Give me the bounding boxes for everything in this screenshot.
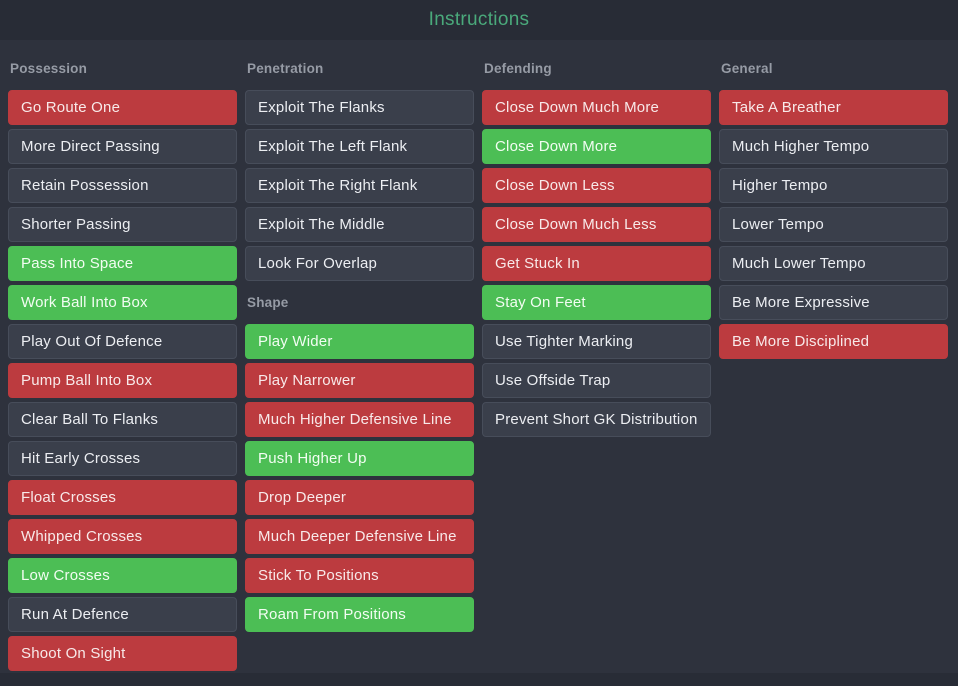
section-header-general: General [721,61,773,76]
instruction-button-shoot-on-sight[interactable]: Shoot On Sight [8,636,237,671]
instruction-column: Penetration Exploit The Flanks Exploit The… [245,40,474,675]
section-header-penetration: Penetration [247,61,324,76]
instruction-button-work-ball-into-box[interactable]: Work Ball Into Box [8,285,237,320]
instruction-button-low-crosses[interactable]: Low Crosses [8,558,237,593]
instruction-button-much-deeper-defensive-line[interactable]: Much Deeper Defensive Line [245,519,474,554]
instruction-button-hit-early-crosses[interactable]: Hit Early Crosses [8,441,237,476]
instruction-button-use-tighter-marking[interactable]: Use Tighter Marking [482,324,711,359]
instruction-button-higher-tempo[interactable]: Higher Tempo [719,168,948,203]
instruction-button-close-down-less[interactable]: Close Down Less [482,168,711,203]
instruction-button-much-higher-tempo[interactable]: Much Higher Tempo [719,129,948,164]
footer-bar [0,673,958,686]
instruction-column: Defending Close Down Much More Close Down … [482,40,711,675]
instruction-button-retain-possession[interactable]: Retain Possession [8,168,237,203]
instruction-button-more-direct-passing[interactable]: More Direct Passing [8,129,237,164]
instruction-button-clear-ball-to-flanks[interactable]: Clear Ball To Flanks [8,402,237,437]
instruction-button-be-more-expressive[interactable]: Be More Expressive [719,285,948,320]
instruction-button-use-offside-trap[interactable]: Use Offside Trap [482,363,711,398]
section-header-possession: Possession [10,61,88,76]
instruction-button-prevent-short-gk-distribution[interactable]: Prevent Short GK Distribution [482,402,711,437]
instruction-button-close-down-much-less[interactable]: Close Down Much Less [482,207,711,242]
instruction-button-get-stuck-in[interactable]: Get Stuck In [482,246,711,281]
instruction-button-go-route-one[interactable]: Go Route One [8,90,237,125]
instructions-panel: Possession Go Route One More Direct Passin… [0,40,958,675]
instruction-button-play-wider[interactable]: Play Wider [245,324,474,359]
section-header-shape: Shape [247,295,289,310]
instruction-button-be-more-disciplined[interactable]: Be More Disciplined [719,324,948,359]
instruction-column: Possession Go Route One More Direct Passin… [8,40,237,675]
instruction-button-roam-from-positions[interactable]: Roam From Positions [245,597,474,632]
instruction-button-look-for-overlap[interactable]: Look For Overlap [245,246,474,281]
instruction-button-pump-ball-into-box[interactable]: Pump Ball Into Box [8,363,237,398]
instruction-button-run-at-defence[interactable]: Run At Defence [8,597,237,632]
instruction-button-exploit-the-left-flank[interactable]: Exploit The Left Flank [245,129,474,164]
instruction-button-much-higher-defensive-line[interactable]: Much Higher Defensive Line [245,402,474,437]
instruction-button-stay-on-feet[interactable]: Stay On Feet [482,285,711,320]
page-title: Instructions [428,9,530,30]
instruction-button-close-down-more[interactable]: Close Down More [482,129,711,164]
instruction-button-take-a-breather[interactable]: Take A Breather [719,90,948,125]
instruction-button-whipped-crosses[interactable]: Whipped Crosses [8,519,237,554]
instruction-button-exploit-the-middle[interactable]: Exploit The Middle [245,207,474,242]
instruction-button-push-higher-up[interactable]: Push Higher Up [245,441,474,476]
instruction-button-stick-to-positions[interactable]: Stick To Positions [245,558,474,593]
instruction-button-exploit-the-flanks[interactable]: Exploit The Flanks [245,90,474,125]
title-bar: Instructions [0,0,958,40]
instruction-button-drop-deeper[interactable]: Drop Deeper [245,480,474,515]
instruction-button-shorter-passing[interactable]: Shorter Passing [8,207,237,242]
instruction-button-play-out-of-defence[interactable]: Play Out Of Defence [8,324,237,359]
instruction-button-pass-into-space[interactable]: Pass Into Space [8,246,237,281]
instruction-button-exploit-the-right-flank[interactable]: Exploit The Right Flank [245,168,474,203]
instruction-column: General Take A Breather Much Higher Tempo H… [719,40,948,675]
instruction-button-lower-tempo[interactable]: Lower Tempo [719,207,948,242]
instruction-button-play-narrower[interactable]: Play Narrower [245,363,474,398]
instruction-button-float-crosses[interactable]: Float Crosses [8,480,237,515]
instruction-button-much-lower-tempo[interactable]: Much Lower Tempo [719,246,948,281]
section-header-defending: Defending [484,61,552,76]
instruction-button-close-down-much-more[interactable]: Close Down Much More [482,90,711,125]
